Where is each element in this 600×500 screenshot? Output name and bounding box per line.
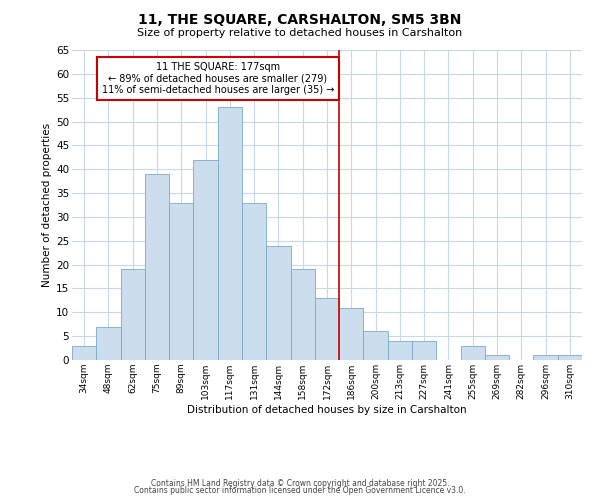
Bar bbox=[339, 308, 364, 360]
Text: Size of property relative to detached houses in Carshalton: Size of property relative to detached ho… bbox=[137, 28, 463, 38]
Bar bbox=[145, 174, 169, 360]
Text: 11 THE SQUARE: 177sqm
← 89% of detached houses are smaller (279)
11% of semi-det: 11 THE SQUARE: 177sqm ← 89% of detached … bbox=[101, 62, 334, 95]
Bar bbox=[218, 107, 242, 360]
Bar bbox=[533, 355, 558, 360]
X-axis label: Distribution of detached houses by size in Carshalton: Distribution of detached houses by size … bbox=[187, 404, 467, 414]
Bar bbox=[315, 298, 339, 360]
Bar bbox=[485, 355, 509, 360]
Bar bbox=[266, 246, 290, 360]
Text: Contains HM Land Registry data © Crown copyright and database right 2025.: Contains HM Land Registry data © Crown c… bbox=[151, 478, 449, 488]
Y-axis label: Number of detached properties: Number of detached properties bbox=[42, 123, 52, 287]
Bar bbox=[121, 270, 145, 360]
Bar bbox=[364, 332, 388, 360]
Text: Contains public sector information licensed under the Open Government Licence v3: Contains public sector information licen… bbox=[134, 486, 466, 495]
Bar bbox=[242, 202, 266, 360]
Bar bbox=[388, 341, 412, 360]
Bar bbox=[558, 355, 582, 360]
Bar bbox=[72, 346, 96, 360]
Bar bbox=[412, 341, 436, 360]
Bar bbox=[169, 202, 193, 360]
Bar bbox=[193, 160, 218, 360]
Bar bbox=[96, 326, 121, 360]
Bar bbox=[290, 270, 315, 360]
Text: 11, THE SQUARE, CARSHALTON, SM5 3BN: 11, THE SQUARE, CARSHALTON, SM5 3BN bbox=[139, 12, 461, 26]
Bar bbox=[461, 346, 485, 360]
